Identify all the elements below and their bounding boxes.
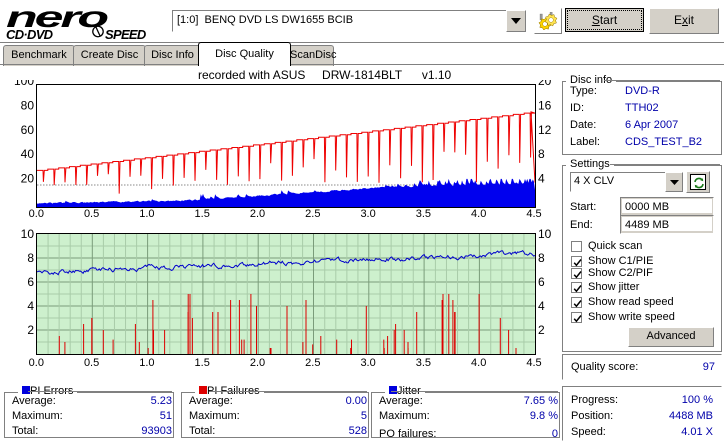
svg-text:0.0: 0.0 [29, 208, 44, 220]
svg-text:6: 6 [27, 275, 34, 289]
svg-text:80: 80 [21, 98, 34, 112]
svg-text:60: 60 [21, 123, 34, 137]
svg-text:2.0: 2.0 [250, 357, 265, 369]
svg-text:1.5: 1.5 [195, 208, 210, 220]
svg-text:10: 10 [21, 229, 34, 241]
svg-text:8: 8 [538, 251, 545, 265]
svg-text:4.5: 4.5 [526, 357, 541, 369]
svg-text:3.5: 3.5 [416, 208, 431, 220]
svg-text:4.5: 4.5 [526, 208, 541, 220]
svg-text:0.0: 0.0 [29, 357, 44, 369]
svg-text:1.0: 1.0 [139, 357, 154, 369]
svg-text:4: 4 [538, 299, 545, 313]
svg-text:CD·DVD: CD·DVD [6, 27, 54, 40]
svg-text:4.0: 4.0 [471, 357, 486, 369]
svg-text:4: 4 [538, 172, 545, 186]
svg-text:40: 40 [21, 147, 34, 161]
svg-text:3.5: 3.5 [416, 357, 431, 369]
svg-text:2.0: 2.0 [250, 208, 265, 220]
svg-text:20: 20 [21, 172, 34, 186]
svg-text:6: 6 [538, 275, 545, 289]
svg-text:1.5: 1.5 [195, 357, 210, 369]
svg-text:100: 100 [14, 80, 34, 88]
svg-text:1.0: 1.0 [139, 208, 154, 220]
svg-text:0.5: 0.5 [84, 208, 99, 220]
svg-text:12: 12 [538, 123, 552, 137]
svg-text:8: 8 [538, 147, 545, 161]
svg-text:2.5: 2.5 [305, 208, 320, 220]
svg-text:0.5: 0.5 [84, 357, 99, 369]
svg-text:16: 16 [538, 98, 552, 112]
svg-text:2.5: 2.5 [305, 357, 320, 369]
svg-text:3.0: 3.0 [360, 357, 375, 369]
svg-text:SPEED: SPEED [105, 27, 147, 40]
svg-text:3.0: 3.0 [360, 208, 375, 220]
svg-text:8: 8 [27, 251, 34, 265]
svg-text:10: 10 [538, 229, 552, 241]
svg-text:2: 2 [27, 323, 34, 337]
svg-text:4.0: 4.0 [471, 208, 486, 220]
svg-text:4: 4 [27, 299, 34, 313]
svg-text:2: 2 [538, 323, 545, 337]
